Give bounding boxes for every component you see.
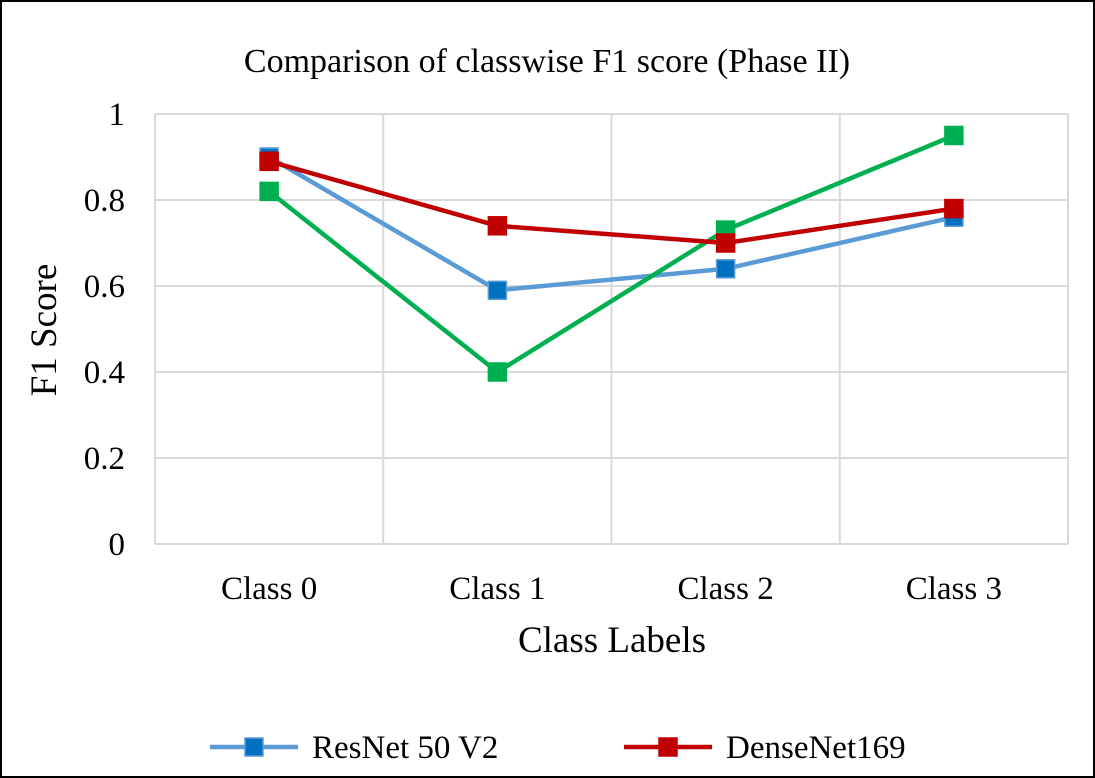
- data-point-marker: [259, 151, 279, 172]
- x-axis-title: Class Labels: [518, 620, 706, 661]
- x-tick-label: Class 1: [449, 571, 545, 607]
- legend-label: DenseNet169: [726, 730, 906, 766]
- y-tick-label: 0.8: [84, 183, 125, 219]
- data-point-marker: [715, 259, 736, 279]
- y-tick-label: 1: [109, 97, 126, 133]
- y-tick-label: 0.4: [84, 355, 125, 391]
- data-point-marker: [944, 198, 964, 219]
- y-tick-label: 0: [109, 527, 126, 563]
- series-2: [259, 151, 964, 253]
- y-tick-label: 0.2: [84, 441, 125, 477]
- axes: 0 0.2 0.4 0.6 0.8 1 Class 0 Class 1 Class 2 Class…: [84, 97, 1068, 607]
- data-point-marker: [944, 125, 964, 146]
- legend-marker: [658, 737, 678, 757]
- legend-marker: [244, 737, 264, 757]
- gridlines: [154, 113, 1069, 544]
- data-point-marker: [487, 280, 508, 301]
- data-point-marker: [487, 362, 508, 382]
- x-tick-label: Class 0: [221, 571, 317, 607]
- x-tick-label: Class 2: [677, 571, 773, 607]
- legend-label: ResNet 50 V2: [312, 730, 498, 766]
- data-point-marker: [259, 181, 279, 202]
- series-line: [267, 155, 955, 293]
- series-line: [267, 133, 955, 375]
- data-point-marker: [715, 233, 736, 253]
- x-tick-label: Class 3: [906, 571, 1002, 607]
- legend: ResNet 50 V2 DenseNet169: [210, 730, 906, 766]
- y-axis-title: F1 Score: [24, 264, 65, 397]
- chart-title: Comparison of classwise F1 score (Phase …: [244, 43, 850, 80]
- data-point-marker: [487, 216, 508, 236]
- legend-item: ResNet 50 V2: [210, 730, 498, 766]
- legend-item: DenseNet169: [624, 730, 906, 766]
- series-layer: [259, 125, 964, 382]
- y-tick-label: 0.6: [84, 269, 125, 305]
- series-line: [268, 159, 955, 246]
